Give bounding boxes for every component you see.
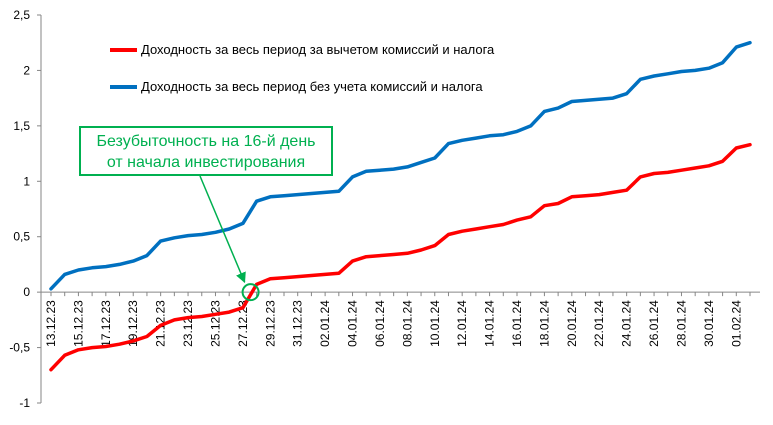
x-tick-label: 15.12.23 [71, 300, 85, 347]
x-tick-label: 31.12.23 [291, 300, 305, 347]
legend: Доходность за весь период за вычетом ком… [110, 42, 495, 94]
y-tick-label: 2 [23, 63, 30, 77]
x-tick-label: 14.01.24 [483, 300, 497, 347]
x-tick-label: 01.02.24 [729, 300, 743, 347]
series-line-gross [49, 40, 752, 291]
y-tick-label: 1 [23, 174, 30, 188]
x-tick-label: 02.01.24 [318, 300, 332, 347]
x-tick-label: 16.01.24 [510, 300, 524, 347]
x-tick-label: 26.01.24 [647, 300, 661, 347]
x-tick-label: 19.12.23 [126, 300, 140, 347]
x-tick-label: 06.01.24 [373, 300, 387, 347]
x-tick-label: 30.01.24 [702, 300, 716, 347]
annotation-box [79, 126, 333, 176]
y-tick-label: 0,5 [13, 230, 30, 244]
x-tick-label: 24.01.24 [620, 300, 634, 347]
x-tick-label: 12.01.24 [455, 300, 469, 347]
legend-label-net: Доходность за весь период за вычетом ком… [141, 42, 495, 57]
x-tick-label: 04.01.24 [346, 300, 360, 347]
y-tick-label: 2,5 [13, 8, 30, 22]
x-tick-label: 08.01.24 [400, 300, 414, 347]
x-tick-label: 20.01.24 [565, 300, 579, 347]
x-tick-label: 21.12.23 [154, 300, 168, 347]
annotation-line-2: от начала инвестирования [107, 154, 305, 171]
axis-layer: -1 -0,5 0 0,5 1 1,5 2 2,5 13.12.23 15.12.23 17.12.… [9, 8, 760, 410]
annotation-marker-circle [241, 283, 260, 302]
y-tick-label: 1,5 [13, 119, 30, 133]
x-tick-label: 10.01.24 [428, 300, 442, 347]
x-tick-label: 17.12.23 [99, 300, 113, 347]
y-tick-label: -0,5 [9, 341, 30, 355]
series-layer [49, 40, 752, 372]
legend-label-gross: Доходность за весь период без учета коми… [141, 79, 483, 94]
x-tick-label: 28.01.24 [674, 300, 688, 347]
x-tick-label: 29.12.23 [263, 300, 277, 347]
x-tick-label: 27.12.23 [236, 300, 250, 347]
x-tick-label: 23.12.23 [181, 300, 195, 347]
x-tick-label: 13.12.23 [44, 300, 58, 347]
x-tick-label: 25.12.23 [208, 300, 222, 347]
annotation: Безубыточность на 16-й день от начала ин… [79, 126, 333, 302]
y-tick-label: -1 [19, 396, 30, 410]
annotation-arrow [199, 175, 246, 284]
x-tick-label: 22.01.24 [592, 300, 606, 347]
annotation-line-1: Безубыточность на 16-й день [96, 133, 315, 150]
series-line-net [49, 142, 752, 372]
x-tick-label: 18.01.24 [537, 300, 551, 347]
y-tick-label: 0 [23, 285, 30, 299]
